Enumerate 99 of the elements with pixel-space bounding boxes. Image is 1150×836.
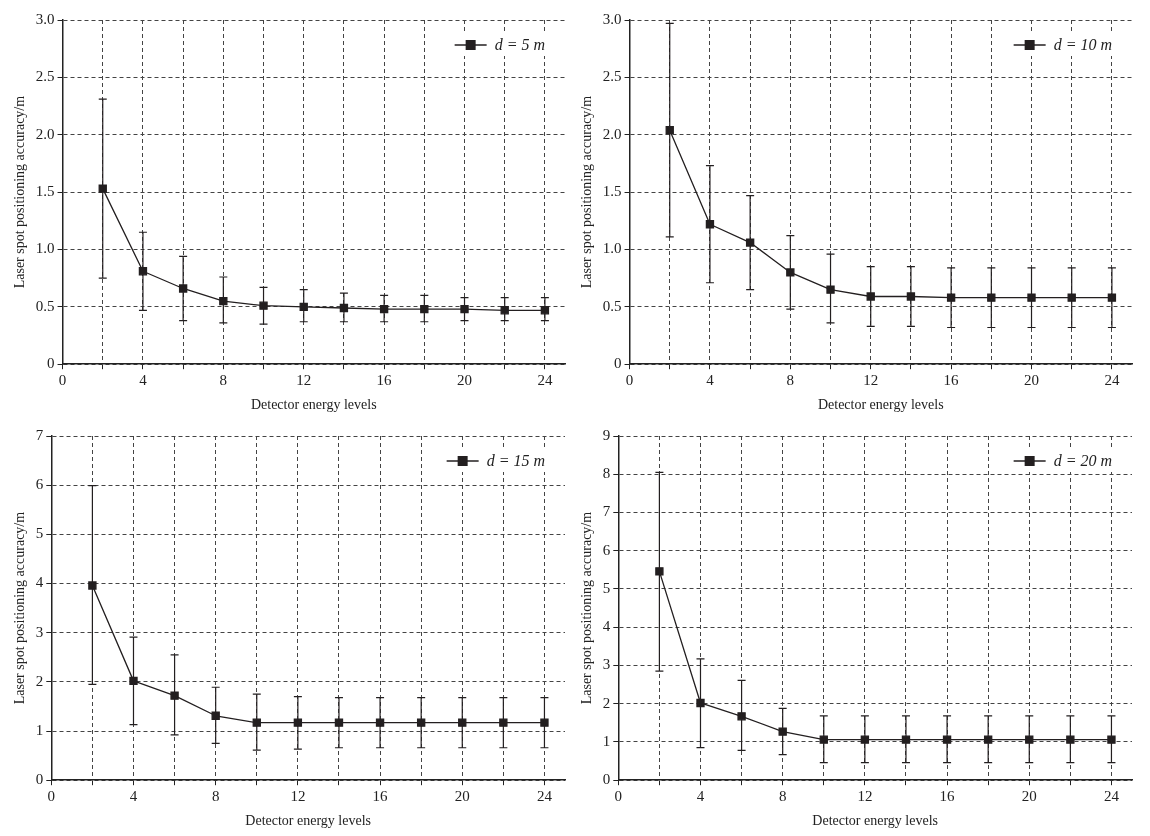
point: [540, 718, 549, 727]
y-tick-label: 8: [602, 465, 611, 482]
x-tick-label: 24: [1103, 788, 1120, 805]
y-tick-label: 0: [35, 771, 44, 788]
x-tick-label: 20: [1024, 372, 1040, 389]
y-tick-label: 2: [35, 672, 44, 689]
x-tick-label: 12: [296, 372, 312, 389]
y-tick-label: 0.5: [35, 297, 55, 314]
x-tick-label: 16: [376, 372, 393, 389]
y-axis-title: Laser spot positioning accuracy/m: [579, 511, 595, 705]
y-tick-label: 9: [602, 426, 611, 443]
x-tick-label: 0: [58, 372, 67, 389]
x-tick-label: 4: [706, 372, 715, 389]
x-axis-title: Detector energy levels: [250, 397, 377, 413]
y-tick-label: 2.0: [602, 125, 622, 142]
y-tick-label: 3: [35, 623, 44, 640]
point: [98, 184, 107, 193]
x-tick-label: 20: [457, 372, 473, 389]
y-tick-label: 6: [35, 476, 44, 493]
legend-label: d = 10 m: [1053, 36, 1113, 54]
point: [259, 301, 268, 310]
x-tick-label: 4: [129, 788, 138, 805]
x-axis-title: Detector energy levels: [245, 813, 371, 829]
x-axis-title: Detector energy levels: [812, 813, 938, 829]
y-tick-label: 3: [602, 656, 611, 673]
x-tick-label: 24: [536, 788, 553, 805]
point: [778, 727, 787, 736]
x-tick-label: 16: [943, 372, 960, 389]
point: [786, 268, 795, 277]
point: [826, 285, 835, 294]
point: [458, 718, 467, 727]
y-tick-label: 2.0: [35, 125, 55, 142]
x-tick-label: 4: [139, 372, 148, 389]
y-tick-label: 2.5: [35, 68, 55, 85]
y-tick-label: 0.5: [602, 297, 622, 314]
point: [819, 735, 828, 744]
point: [1067, 293, 1076, 302]
point: [1027, 293, 1036, 302]
y-tick-label: 1.5: [35, 183, 55, 200]
x-tick-label: 16: [372, 788, 389, 805]
y-tick-label: 5: [35, 525, 44, 542]
y-tick-label: 0: [47, 355, 55, 372]
x-axis-title: Detector energy levels: [817, 397, 944, 413]
point: [252, 718, 261, 727]
point: [129, 676, 138, 686]
y-tick-label: 2.5: [602, 68, 622, 85]
y-tick-label: 7: [602, 503, 611, 520]
point: [655, 567, 664, 576]
y-tick-label: 4: [602, 618, 611, 635]
x-tick-label: 16: [939, 788, 956, 805]
point: [219, 296, 228, 306]
point: [170, 691, 179, 700]
x-tick-label: 12: [290, 788, 306, 805]
y-tick-label: 6: [602, 541, 611, 558]
point: [211, 711, 220, 720]
y-tick-label: 1.0: [602, 240, 622, 257]
y-tick-label: 0: [602, 771, 611, 788]
point: [420, 304, 429, 314]
point: [499, 718, 508, 727]
x-tick-label: 0: [625, 372, 634, 389]
y-tick-label: 5: [602, 579, 611, 596]
legend-label: d = 20 m: [1053, 452, 1113, 470]
point: [1025, 735, 1034, 744]
y-tick-label: 1.5: [602, 183, 622, 200]
x-tick-label: 12: [857, 788, 873, 805]
y-tick-label: 1.0: [35, 240, 55, 257]
legend-label: d = 5 m: [494, 36, 546, 54]
point: [866, 292, 875, 301]
x-tick-label: 8: [786, 372, 795, 389]
x-tick-label: 8: [219, 372, 228, 389]
point: [460, 304, 469, 314]
y-tick-label: 1: [35, 721, 44, 738]
y-tick-label: 3.0: [602, 10, 622, 27]
x-tick-label: 20: [454, 788, 470, 805]
y-axis-title: Laser spot positioning accuracy/m: [12, 511, 28, 705]
point: [1066, 735, 1075, 744]
y-tick-label: 3.0: [35, 10, 55, 27]
x-tick-label: 24: [1104, 372, 1120, 389]
point: [696, 698, 705, 708]
x-tick-label: 4: [696, 788, 705, 805]
x-tick-label: 8: [778, 788, 787, 805]
point: [737, 712, 746, 721]
point: [1107, 735, 1116, 744]
point: [987, 293, 996, 302]
x-tick-label: 12: [863, 372, 879, 389]
y-tick-label: 2: [602, 694, 611, 711]
x-tick-label: 24: [537, 372, 553, 389]
y-axis-title: Laser spot positioning accuracy/m: [579, 95, 595, 289]
legend-label: d = 15 m: [486, 452, 546, 470]
y-tick-label: 7: [35, 426, 44, 443]
y-tick-label: 1: [602, 732, 611, 749]
point: [416, 718, 426, 727]
y-tick-label: 4: [35, 574, 44, 591]
x-tick-label: 8: [211, 788, 220, 805]
y-axis-title: Laser spot positioning accuracy/m: [12, 95, 28, 289]
point: [983, 735, 993, 744]
y-tick-label: 0: [614, 355, 622, 372]
x-tick-label: 20: [1021, 788, 1037, 805]
point: [88, 581, 97, 590]
